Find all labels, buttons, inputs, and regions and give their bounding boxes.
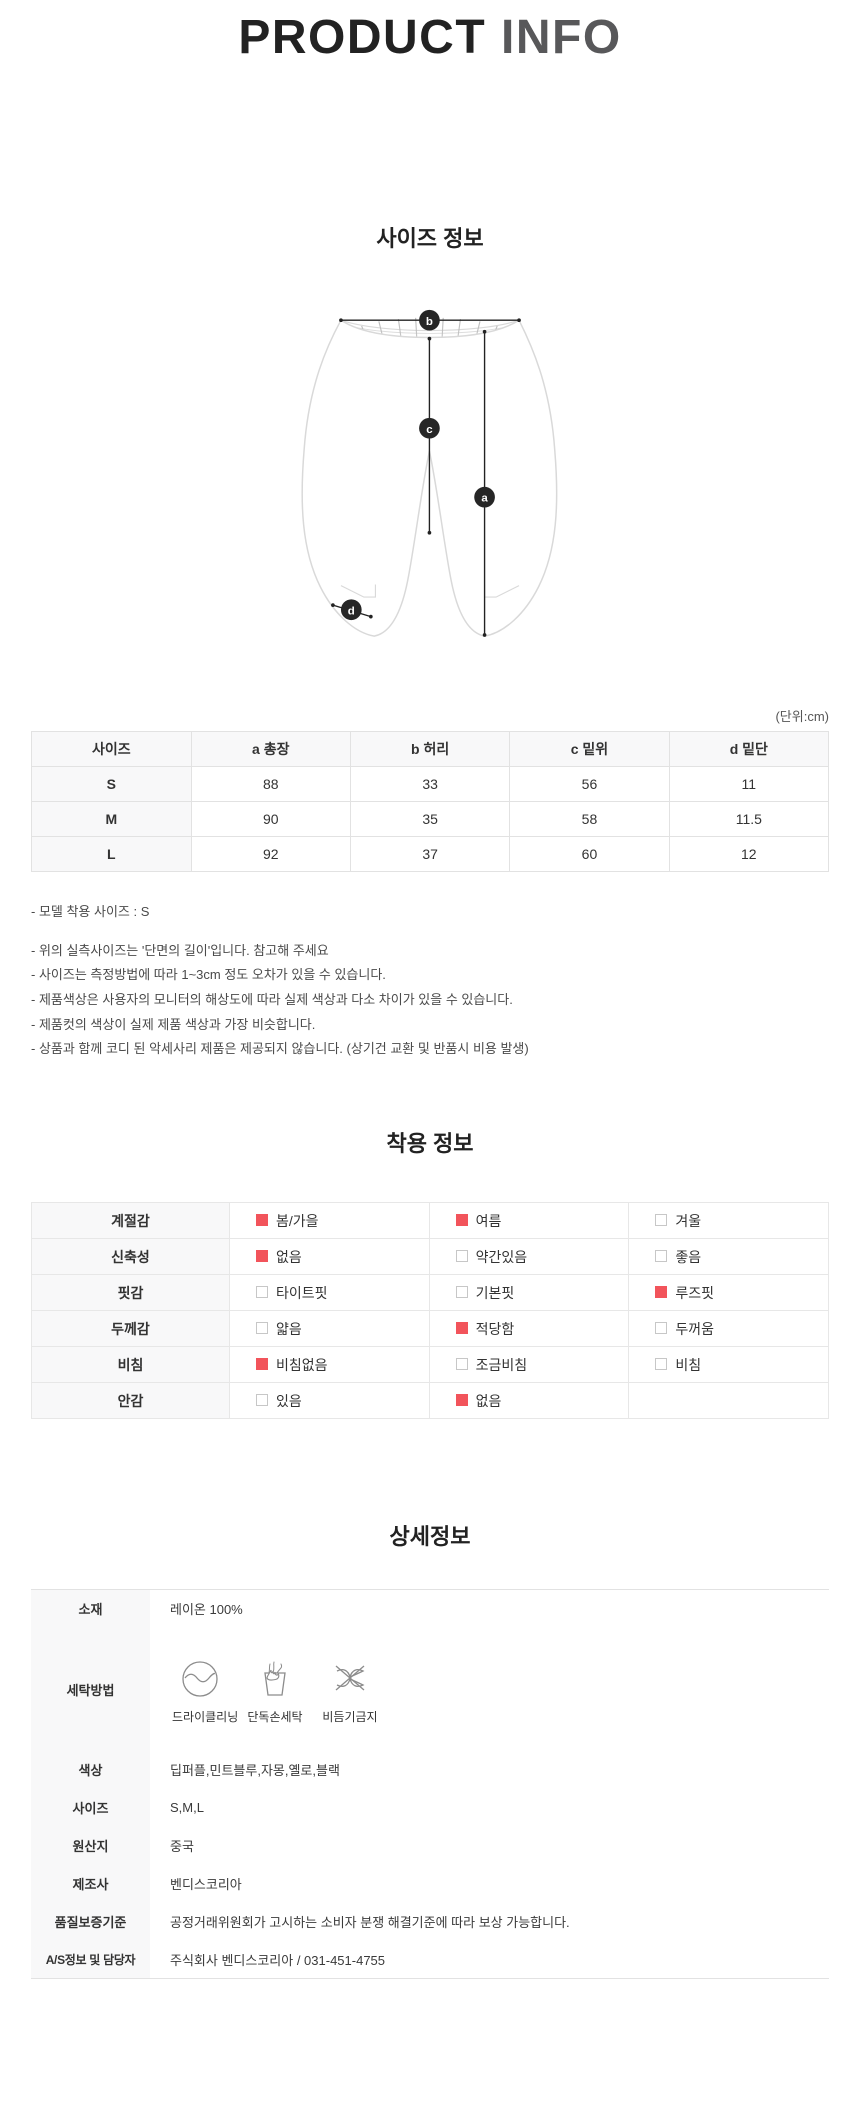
svg-text:a: a: [481, 493, 488, 505]
svg-text:b: b: [426, 316, 433, 328]
svg-text:c: c: [426, 424, 433, 436]
svg-text:d: d: [348, 605, 355, 617]
